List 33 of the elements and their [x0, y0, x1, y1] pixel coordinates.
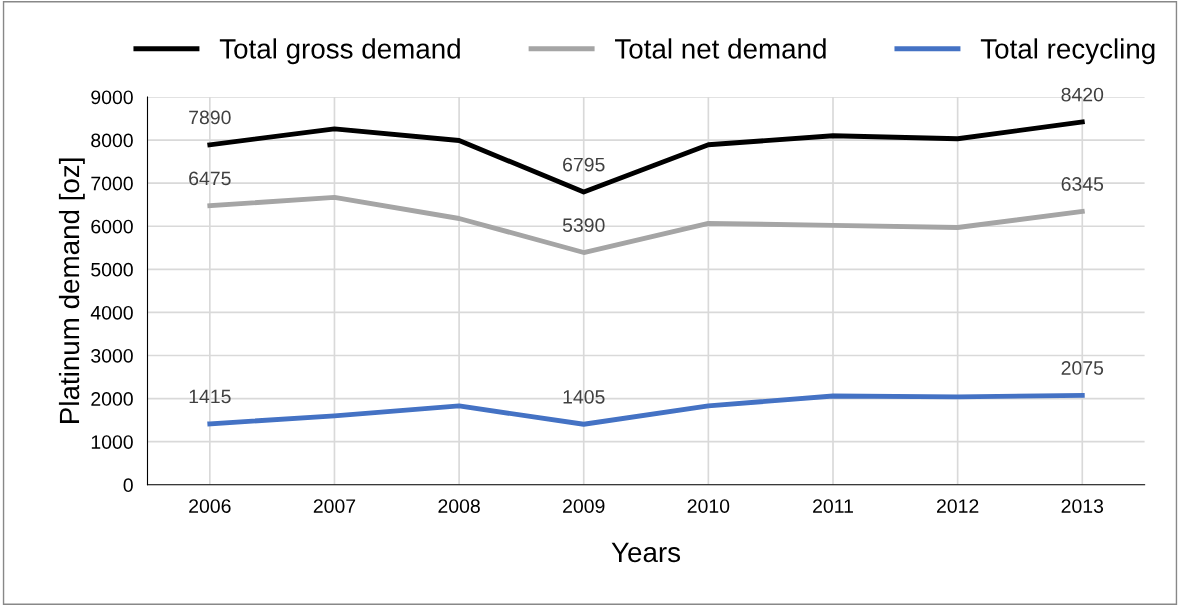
- data-label: 6795: [563, 157, 605, 172]
- x-tick-label: 2011: [813, 499, 853, 513]
- y-tick-label: 6000: [91, 219, 133, 234]
- x-tick-label: 2010: [687, 499, 730, 513]
- y-tick-label: 3000: [91, 348, 133, 363]
- data-label: 6345: [1061, 177, 1104, 191]
- y-tick-label: 1000: [91, 435, 133, 449]
- y-tick-label: 4000: [90, 305, 133, 320]
- data-label: 6475: [189, 171, 231, 186]
- y-tick-label: 9000: [91, 90, 133, 105]
- y-tick-label: 2000: [91, 392, 133, 406]
- y-tick-label: 0: [123, 478, 133, 493]
- x-tick-label: 2012: [937, 499, 979, 513]
- y-tick-label: 8000: [91, 133, 133, 148]
- data-label: 5390: [562, 218, 605, 233]
- y-tick-label: 5000: [91, 262, 133, 277]
- legend-label: Total net demand: [615, 38, 826, 59]
- line-series: [207, 194, 1085, 255]
- y-tick-label: 7000: [91, 176, 133, 191]
- data-label: 1405: [563, 389, 605, 404]
- x-tick-label: 2008: [438, 499, 480, 513]
- legend-label: Total recycling: [980, 38, 1155, 65]
- data-label: 1415: [189, 389, 231, 404]
- x-axis-title: Years: [611, 542, 681, 563]
- x-tick-label: 2007: [313, 499, 356, 513]
- data-label: 2075: [1061, 361, 1104, 375]
- data-label: 8420: [1061, 87, 1104, 102]
- x-tick-label: 2013: [1061, 499, 1104, 513]
- y-axis-title: Platinum demand [oz]: [58, 158, 85, 423]
- data-label: 7890: [189, 110, 231, 125]
- x-tick-label: 2009: [563, 499, 605, 513]
- legend-label: Total gross demand: [219, 38, 460, 65]
- x-tick-label: 2006: [189, 499, 231, 513]
